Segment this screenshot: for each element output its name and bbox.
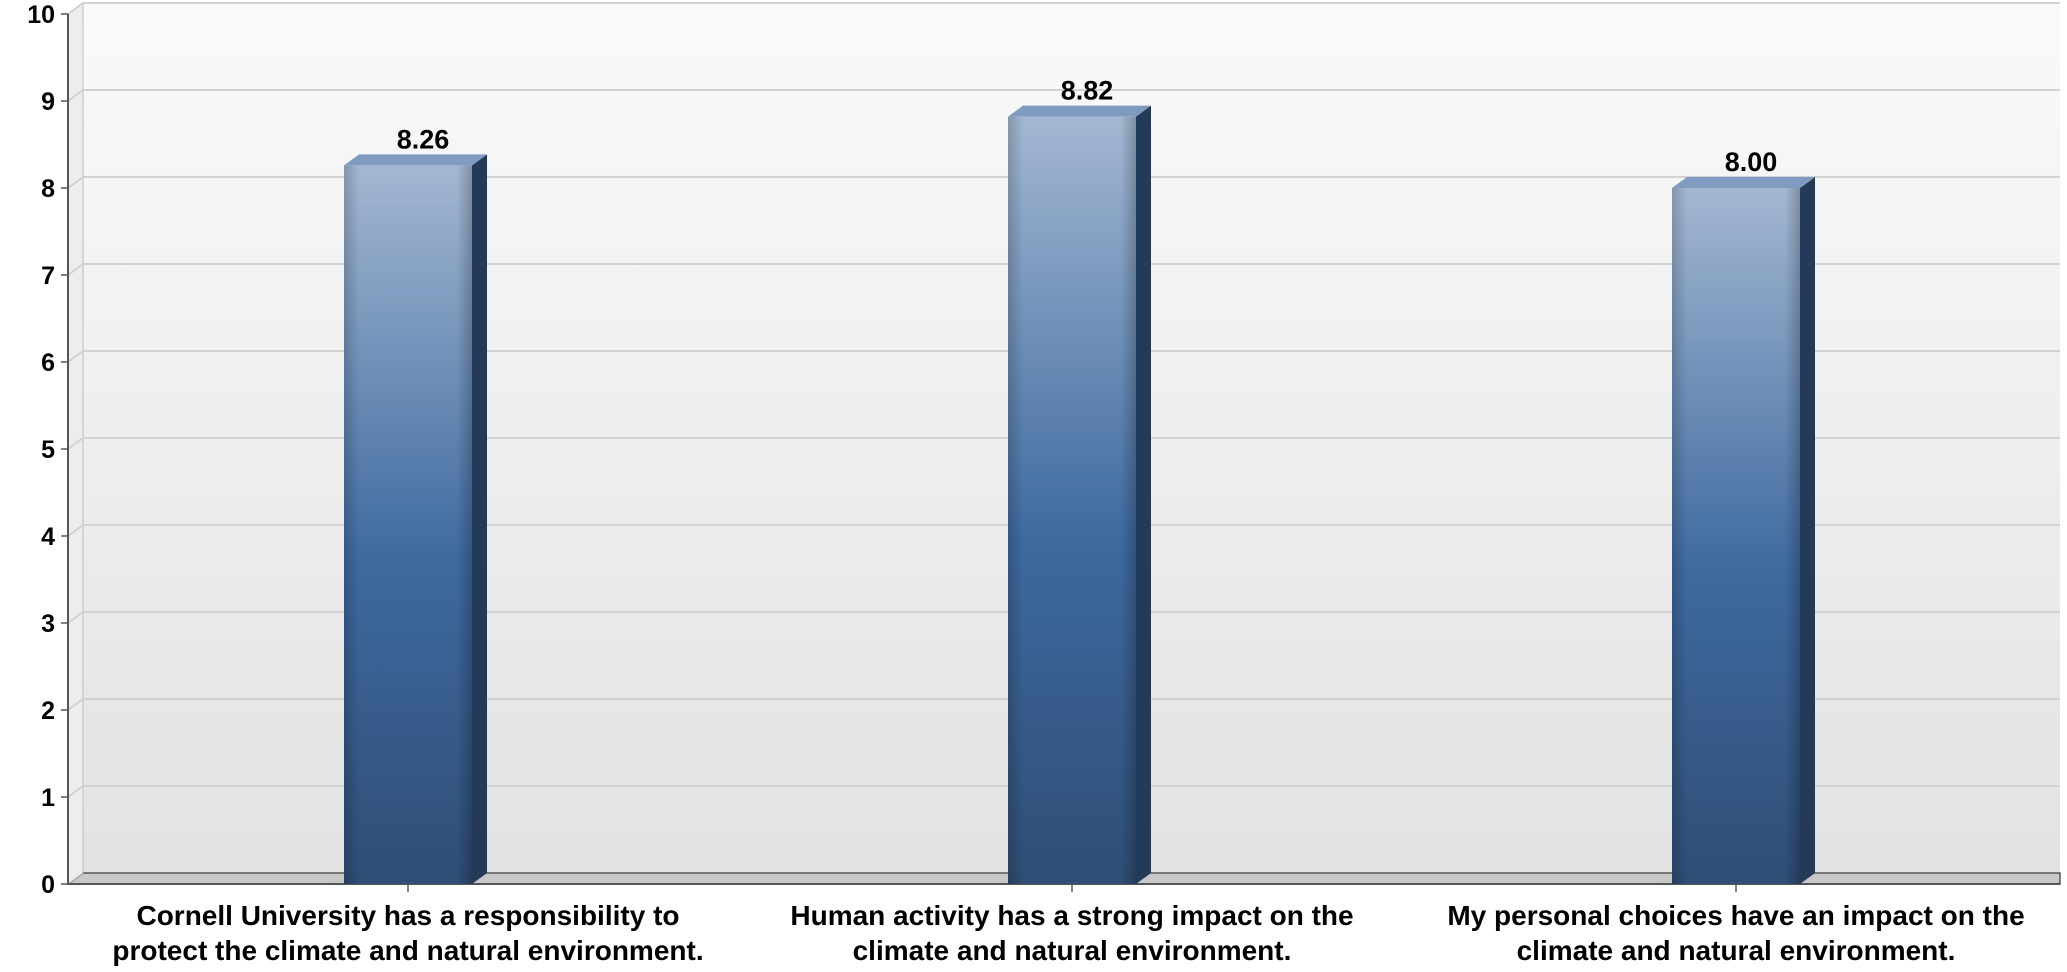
gridline: [67, 89, 2060, 102]
y-tick-label: 3: [41, 610, 55, 638]
x-category-label: climate and natural environment.: [1517, 935, 1956, 966]
data-label: 8.26: [397, 124, 450, 154]
gridline: [67, 263, 2060, 276]
bar-top: [344, 154, 487, 166]
y-tick-label: 1: [41, 784, 55, 812]
bar-side: [1136, 105, 1151, 884]
bar-front-shade: [1672, 188, 1800, 884]
y-tick-label: 8: [41, 175, 55, 203]
y-tick-label: 0: [41, 871, 55, 899]
x-category-label: protect the climate and natural environm…: [112, 935, 703, 966]
bar: [344, 154, 487, 884]
gridline: [67, 2, 2060, 15]
x-category-label: Human activity has a strong impact on th…: [790, 900, 1353, 931]
gridline: [67, 698, 2060, 711]
y-tick-label: 2: [41, 697, 55, 725]
x-category-label: climate and natural environment.: [853, 935, 1292, 966]
bar: [1008, 105, 1151, 884]
bar-front-shade: [344, 165, 472, 884]
y-tick-label: 5: [41, 436, 55, 464]
gridline: [67, 785, 2060, 798]
y-tick-label: 4: [41, 523, 55, 551]
bar-side: [1800, 177, 1815, 884]
bar: [1672, 177, 1815, 884]
gridline: [67, 350, 2060, 363]
bar-front-shade: [1008, 116, 1136, 884]
y-tick-label: 10: [27, 1, 55, 29]
bar-side: [472, 154, 487, 884]
gridline: [67, 524, 2060, 537]
gridline: [67, 611, 2060, 624]
gridline: [67, 437, 2060, 450]
x-category-label: Cornell University has a responsibility …: [136, 900, 679, 931]
y-tick-label: 9: [41, 88, 55, 116]
gridline: [67, 176, 2060, 189]
bar-top: [1008, 105, 1151, 117]
x-category-label: My personal choices have an impact on th…: [1447, 900, 2024, 931]
y-tick-label: 7: [41, 262, 55, 290]
bar-top: [1672, 177, 1815, 188]
y-tick-label: 6: [41, 349, 55, 377]
data-label: 8.82: [1061, 76, 1114, 106]
data-label: 8.00: [1725, 147, 1778, 177]
